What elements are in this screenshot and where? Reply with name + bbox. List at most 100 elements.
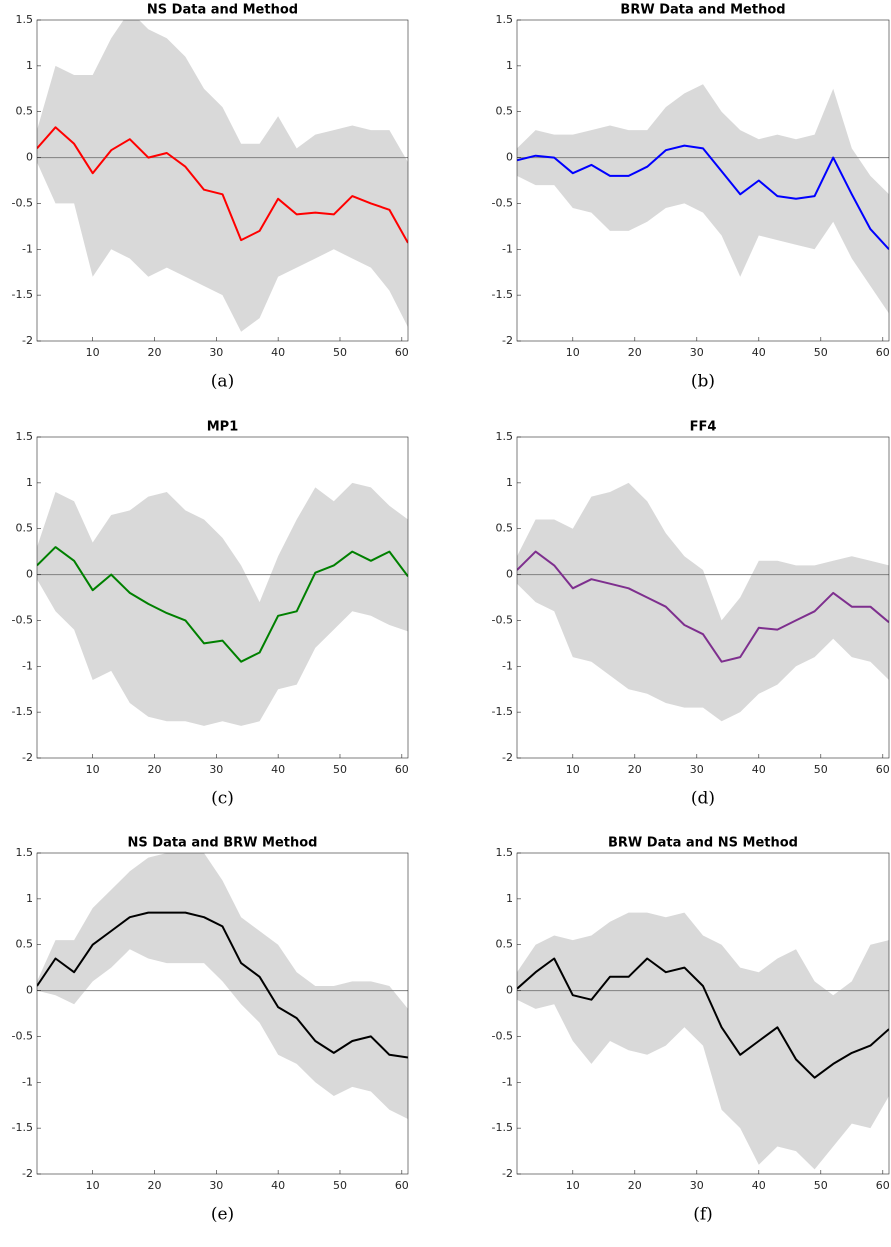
y-tick-label: 0: [506, 151, 513, 164]
y-tick-label: -1.5: [12, 288, 33, 301]
x-tick-label: 30: [209, 346, 223, 359]
caption: (f): [693, 1205, 713, 1225]
caption: (d): [691, 789, 715, 809]
y-tick-label: 0: [26, 568, 33, 581]
plot-area: [517, 84, 889, 314]
y-tick-label: 0.5: [496, 105, 514, 118]
y-tick-label: 0: [506, 568, 513, 581]
x-tick-label: 60: [876, 1179, 890, 1192]
axes-box: [516, 19, 890, 342]
line-series: [517, 957, 889, 1079]
caption: (a): [211, 372, 234, 392]
y-tick-label: 0.5: [496, 938, 514, 951]
x-tick-label: 10: [566, 763, 580, 776]
y-tick-label: 0: [26, 984, 33, 997]
y-tick-label: -0.5: [12, 613, 33, 626]
x-tick-label: 60: [395, 763, 409, 776]
x-tick-label: 40: [271, 1179, 285, 1192]
x-tick-label: 30: [209, 763, 223, 776]
x-tick-label: 50: [333, 1179, 347, 1192]
y-tick-label: -0.5: [12, 196, 33, 209]
line-series: [517, 550, 889, 663]
y-tick-label: 1.5: [16, 846, 34, 859]
chart-title: NS Data and BRW Method: [128, 836, 318, 851]
y-tick-label: 0: [506, 984, 513, 997]
caption: (c): [211, 789, 234, 809]
confidence-band: [517, 912, 889, 1170]
chart-title: BRW Data and NS Method: [608, 836, 798, 851]
x-tick-label: 60: [876, 346, 890, 359]
x-tick-label: 50: [814, 763, 828, 776]
x-tick-label: 50: [814, 346, 828, 359]
y-tick-label: 1.5: [16, 13, 34, 26]
y-tick-label: -0.5: [492, 613, 513, 626]
y-tick-label: -1: [22, 242, 33, 255]
panel: -2 -1.5 -1 -0.5 0 0.5 1 1.5 10 20 30 40 50 60 NS Data …: [12, 3, 409, 392]
y-tick-label: 1.5: [16, 430, 34, 443]
line-series: [37, 546, 408, 663]
y-tick-label: 1: [506, 59, 513, 72]
x-tick-label: 10: [86, 1179, 100, 1192]
y-tick-label: 1: [506, 892, 513, 905]
y-tick-label: -2: [22, 334, 33, 347]
y-tick-label: 1.5: [496, 13, 514, 26]
x-tick-label: 20: [628, 763, 642, 776]
confidence-band: [37, 482, 408, 726]
y-tick-label: -1: [502, 1075, 513, 1088]
y-tick-label: -1: [22, 1075, 33, 1088]
y-tick-label: 0.5: [16, 938, 34, 951]
y-tick-label: -2: [22, 751, 33, 764]
y-tick-label: 1: [26, 476, 33, 489]
x-tick-label: 10: [86, 763, 100, 776]
y-tick-label: 0.5: [16, 105, 34, 118]
confidence-band: [517, 482, 889, 722]
chart-title: FF4: [690, 420, 717, 435]
x-tick-label: 10: [566, 346, 580, 359]
confidence-band: [37, 20, 408, 332]
x-tick-label: 60: [395, 1179, 409, 1192]
plot-area: [37, 482, 408, 726]
y-tick-label: -0.5: [492, 1029, 513, 1042]
y-tick-label: -1.5: [12, 1121, 33, 1134]
plot-area: [37, 853, 408, 1119]
y-tick-label: -0.5: [492, 196, 513, 209]
y-tick-label: -1.5: [12, 705, 33, 718]
x-tick-label: 40: [271, 346, 285, 359]
x-tick-label: 30: [209, 1179, 223, 1192]
y-tick-label: -2: [502, 1167, 513, 1180]
axes-box: [36, 19, 409, 342]
x-tick-label: 20: [628, 1179, 642, 1192]
x-tick-label: 50: [333, 346, 347, 359]
x-tick-label: 30: [690, 763, 704, 776]
x-tick-label: 10: [86, 346, 100, 359]
caption: (b): [691, 372, 715, 392]
x-tick-label: 40: [752, 346, 766, 359]
panel: -2 -1.5 -1 -0.5 0 0.5 1 1.5 10 20 30 40 50 60 BRW Data…: [492, 3, 890, 392]
panel: -2 -1.5 -1 -0.5 0 0.5 1 1.5 10 20 30 40 50 60 MP1 (c): [12, 420, 409, 809]
y-tick-label: -0.5: [12, 1029, 33, 1042]
y-tick-label: -1: [502, 659, 513, 672]
plot-area: [517, 482, 889, 722]
y-tick-label: -1.5: [492, 1121, 513, 1134]
y-tick-label: 1.5: [496, 846, 514, 859]
chart-title: BRW Data and Method: [620, 3, 785, 18]
y-tick-label: 1: [26, 892, 33, 905]
x-tick-label: 50: [814, 1179, 828, 1192]
axes-box: [36, 852, 409, 1175]
axes-box: [516, 852, 890, 1175]
y-tick-label: 0: [26, 151, 33, 164]
panel: -2 -1.5 -1 -0.5 0 0.5 1 1.5 10 20 30 40 50 60 BRW Data…: [492, 836, 890, 1225]
x-tick-label: 20: [147, 763, 161, 776]
x-tick-label: 30: [690, 1179, 704, 1192]
x-tick-label: 40: [752, 763, 766, 776]
x-tick-label: 40: [752, 1179, 766, 1192]
confidence-band: [517, 84, 889, 314]
y-tick-label: -1.5: [492, 288, 513, 301]
panel: -2 -1.5 -1 -0.5 0 0.5 1 1.5 10 20 30 40 50 60 NS Data …: [12, 836, 409, 1225]
caption: (e): [211, 1205, 234, 1225]
y-tick-label: 1.5: [496, 430, 514, 443]
x-tick-label: 40: [271, 763, 285, 776]
axes-box: [516, 436, 890, 759]
y-tick-label: -1.5: [492, 705, 513, 718]
